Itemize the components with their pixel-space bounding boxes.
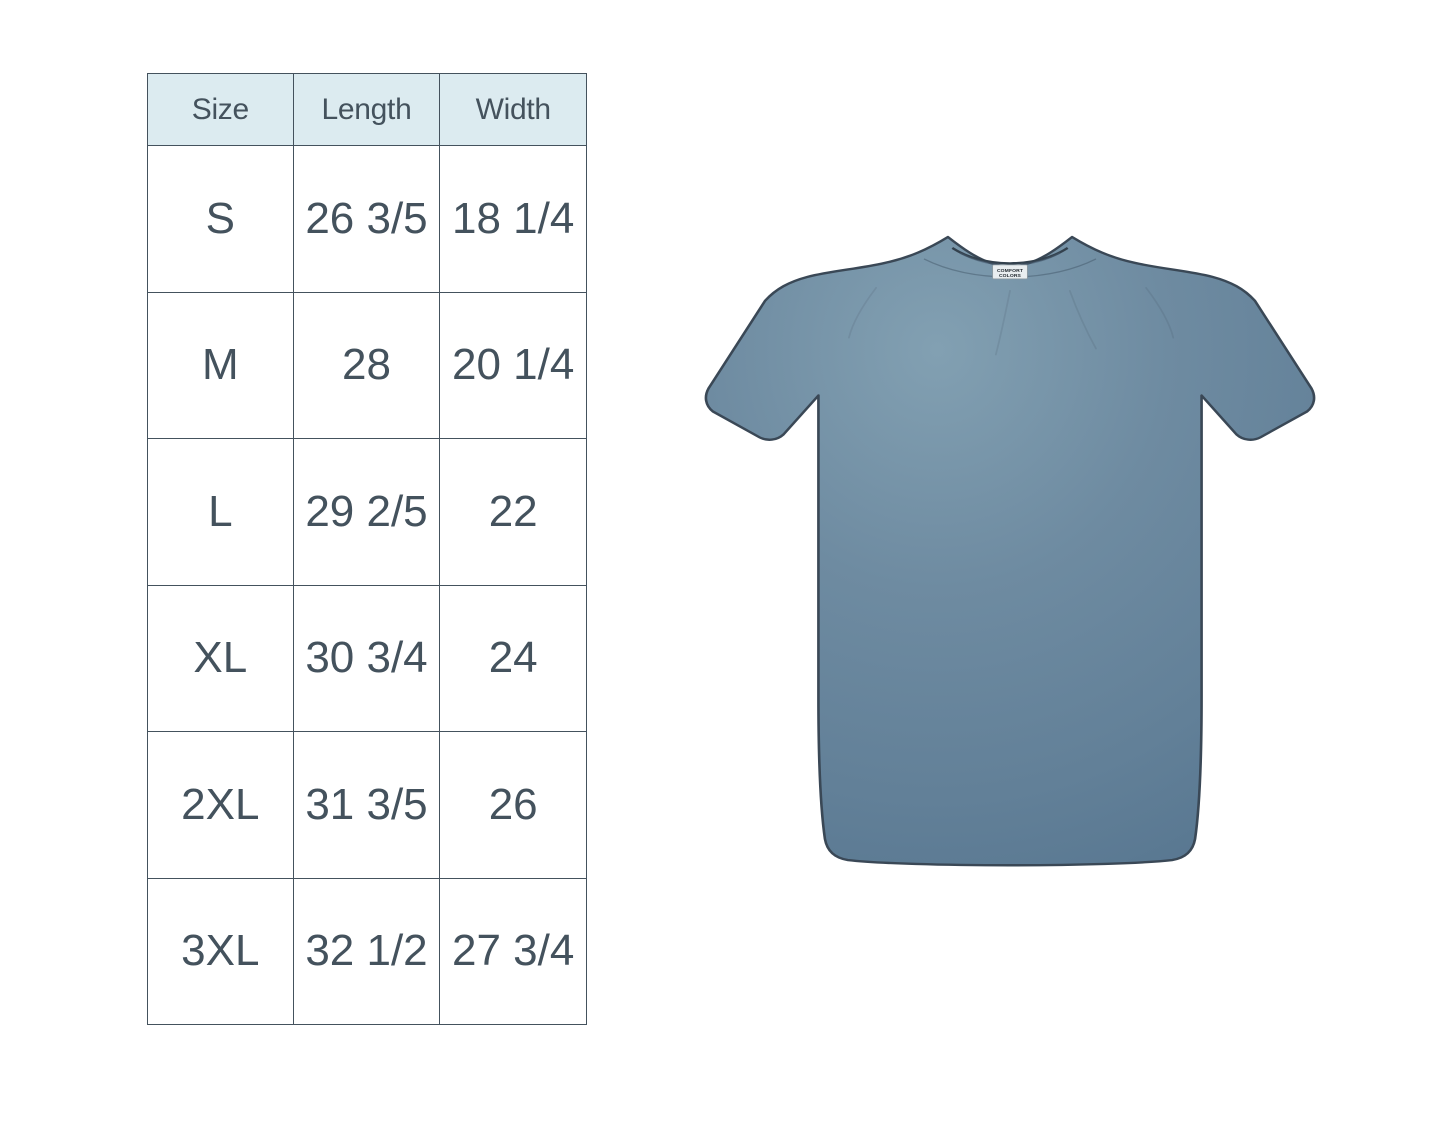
svg-text:COMFORT: COMFORT (997, 268, 1023, 274)
svg-text:COLORS: COLORS (999, 273, 1022, 279)
